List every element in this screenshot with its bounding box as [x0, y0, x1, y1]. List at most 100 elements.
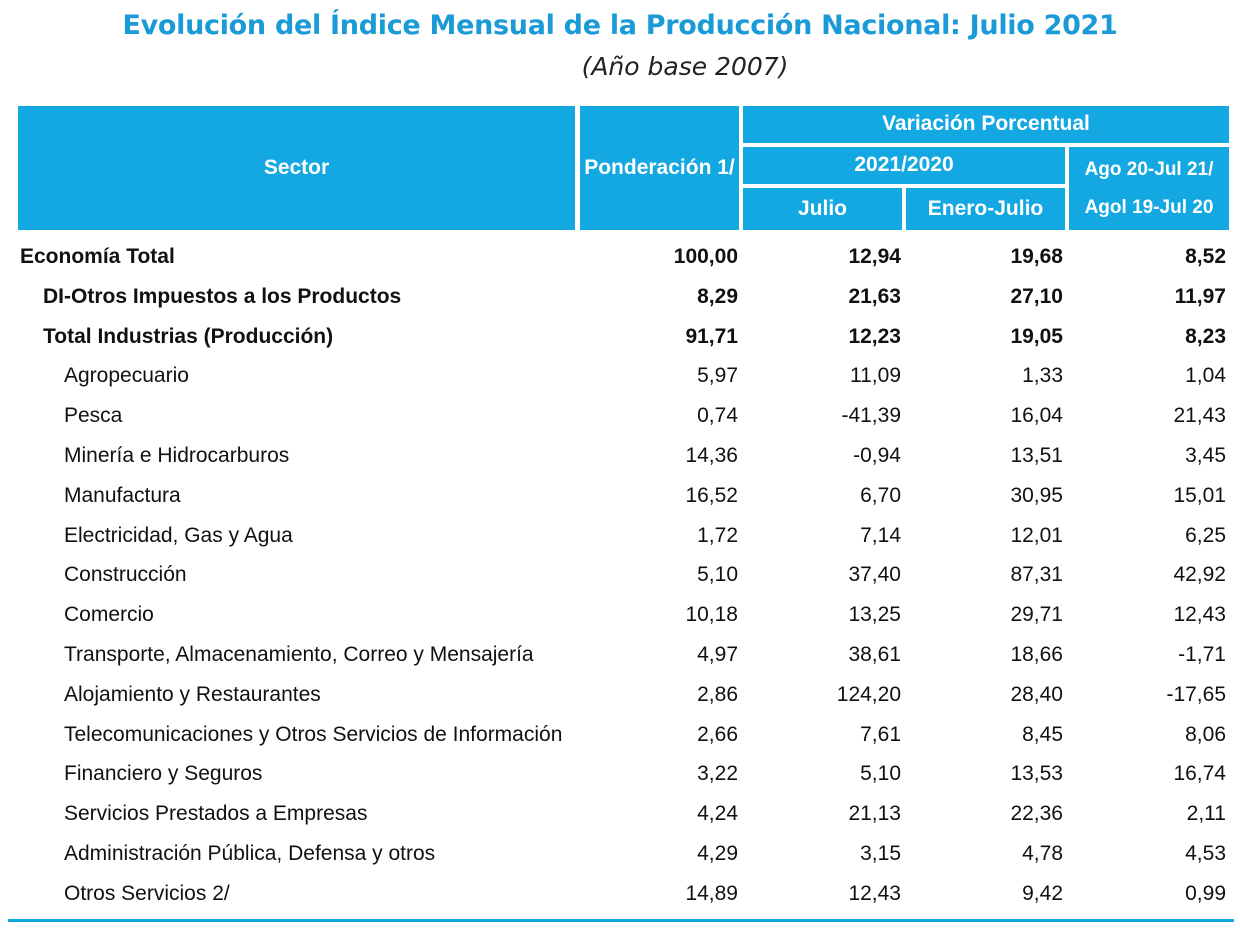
ago-cell: 11,97 — [1174, 284, 1226, 308]
sector-cell: Telecomunicaciones y Otros Servicios de … — [64, 722, 563, 746]
table-row: Telecomunicaciones y Otros Servicios de … — [0, 715, 1240, 755]
enero-julio-cell: 16,04 — [1010, 404, 1063, 428]
table-body: Economía Total 100,00 12,94 19,68 8,52 DI-Otr… — [0, 237, 1240, 914]
ponderacion-cell: 3,22 — [697, 762, 738, 786]
header-sector: Sector — [18, 106, 575, 230]
table-row: Economía Total 100,00 12,94 19,68 8,52 — [0, 237, 1240, 277]
julio-cell: -41,39 — [841, 404, 901, 428]
sector-cell: Pesca — [64, 404, 123, 428]
julio-cell: 37,40 — [848, 563, 901, 587]
ago-cell: 1,04 — [1185, 364, 1226, 388]
header-ponderacion-label: Ponderación 1/ — [584, 155, 735, 179]
sector-cell: Comercio — [64, 603, 154, 627]
sector-cell: Transporte, Almacenamiento, Correo y Men… — [64, 642, 534, 666]
header-ago-line2: Agol 19-Jul 20 — [1084, 196, 1214, 218]
sector-cell: Agropecuario — [64, 364, 189, 388]
julio-cell: 12,94 — [848, 245, 901, 268]
ponderacion-cell: 5,10 — [697, 563, 738, 587]
table-row: Transporte, Almacenamiento, Correo y Men… — [0, 635, 1240, 675]
table-row: Servicios Prestados a Empresas 4,24 21,13 2… — [0, 794, 1240, 834]
header-julio: Julio — [743, 188, 902, 230]
sector-cell: Total Industrias (Producción) — [43, 324, 334, 348]
julio-cell: 12,23 — [848, 324, 901, 348]
ponderacion-cell: 16,52 — [685, 483, 738, 507]
sector-cell: Manufactura — [64, 483, 181, 507]
sector-cell: Financiero y Seguros — [64, 762, 263, 786]
julio-cell: 12,43 — [848, 881, 901, 905]
enero-julio-cell: 12,01 — [1010, 523, 1063, 547]
ponderacion-cell: 4,24 — [697, 802, 738, 826]
julio-cell: 21,13 — [848, 802, 901, 826]
ago-cell: 2,11 — [1186, 802, 1226, 826]
sector-cell: Economía Total — [20, 245, 175, 268]
header-enero-julio: Enero-Julio — [906, 188, 1065, 230]
header-ponderacion: Ponderación 1/ — [580, 106, 739, 230]
ponderacion-cell: 14,36 — [685, 443, 738, 467]
page-title: Evolución del Índice Mensual de la Produ… — [122, 10, 1118, 41]
enero-julio-cell: 30,95 — [1010, 483, 1063, 507]
sector-cell: Electricidad, Gas y Agua — [64, 523, 293, 547]
ago-cell: 21,43 — [1173, 404, 1226, 428]
header-periodo-label: 2021/2020 — [854, 153, 954, 177]
table-row: Comercio 10,18 13,25 29,71 12,43 — [0, 595, 1240, 635]
sector-cell: Administración Pública, Defensa y otros — [64, 841, 436, 865]
enero-julio-cell: 22,36 — [1010, 802, 1063, 826]
table-row: DI-Otros Impuestos a los Productos 8,29 21… — [0, 277, 1240, 317]
ago-cell: 8,23 — [1185, 324, 1226, 348]
ponderacion-cell: 5,97 — [697, 364, 738, 388]
enero-julio-cell: 19,68 — [1010, 245, 1063, 268]
ponderacion-cell: 8,29 — [697, 284, 738, 308]
table-row: Minería e Hidrocarburos 14,36 -0,94 13,51 3,… — [0, 436, 1240, 476]
ago-cell: 15,01 — [1173, 483, 1226, 507]
ago-cell: -1,71 — [1178, 642, 1226, 666]
table-row: Otros Servicios 2/14,89 12,43 9,42 0,99 — [0, 874, 1240, 914]
table-row: Administración Pública, Defensa y otros 4… — [0, 834, 1240, 874]
julio-cell: -0,94 — [853, 443, 901, 467]
ponderacion-cell: 1,72 — [697, 523, 738, 547]
julio-cell: 7,61 — [860, 722, 901, 746]
julio-cell: 3,15 — [860, 841, 901, 865]
sector-cell: Alojamiento y Restaurantes — [64, 682, 321, 706]
ago-cell: 8,52 — [1185, 245, 1226, 268]
ago-cell: 16,74 — [1173, 762, 1226, 786]
table-row: Agropecuario 5,97 11,09 1,33 1,04 — [0, 356, 1240, 396]
ponderacion-cell: 91,71 — [685, 324, 738, 348]
ponderacion-cell: 4,29 — [697, 841, 738, 865]
enero-julio-cell: 27,10 — [1010, 284, 1063, 308]
ago-cell: 3,45 — [1185, 443, 1226, 467]
julio-cell: 11,09 — [850, 364, 901, 388]
ponderacion-cell: 10,18 — [685, 603, 738, 627]
ago-cell: 0,99 — [1185, 881, 1226, 905]
header-julio-label: Julio — [797, 196, 847, 220]
ponderacion-cell: 0,74 — [697, 404, 738, 428]
enero-julio-cell: 29,71 — [1010, 603, 1063, 627]
julio-cell: 13,25 — [848, 603, 901, 627]
enero-julio-cell: 4,78 — [1022, 841, 1063, 865]
header-ago: Ago 20-Jul 21/ Agol 19-Jul 20 — [1069, 147, 1229, 230]
header-periodo: 2021/2020 — [743, 147, 1065, 184]
julio-cell: 124,20 — [836, 682, 901, 706]
julio-cell: 6,70 — [860, 483, 901, 507]
table-row: Pesca 0,74 -41,39 16,04 21,43 — [0, 396, 1240, 436]
enero-julio-cell: 28,40 — [1010, 682, 1063, 706]
bottom-rule — [8, 919, 1234, 922]
ponderacion-cell: 14,89 — [685, 881, 738, 905]
ponderacion-cell: 100,00 — [673, 245, 738, 268]
table-row: Total Industrias (Producción) 91,71 12,23 1… — [0, 317, 1240, 357]
enero-julio-cell: 8,45 — [1022, 722, 1063, 746]
julio-cell: 38,61 — [848, 642, 901, 666]
sector-cell: Servicios Prestados a Empresas — [64, 802, 368, 826]
table-row: Electricidad, Gas y Agua 1,72 7,14 12,01 6,2… — [0, 516, 1240, 556]
table-row: Manufactura 16,52 6,70 30,95 15,01 — [0, 476, 1240, 516]
sector-cell: DI-Otros Impuestos a los Productos — [43, 284, 402, 308]
ago-cell: 4,53 — [1185, 841, 1226, 865]
ago-cell: 42,92 — [1173, 563, 1226, 587]
ago-cell: 12,43 — [1173, 603, 1226, 627]
ponderacion-cell: 4,97 — [697, 642, 738, 666]
enero-julio-cell: 1,33 — [1022, 364, 1063, 388]
ponderacion-cell: 2,86 — [697, 682, 738, 706]
ago-cell: -17,65 — [1166, 682, 1226, 706]
header-sector-label: Sector — [263, 155, 330, 179]
enero-julio-cell: 19,05 — [1010, 324, 1063, 348]
ago-cell: 6,25 — [1185, 523, 1226, 547]
